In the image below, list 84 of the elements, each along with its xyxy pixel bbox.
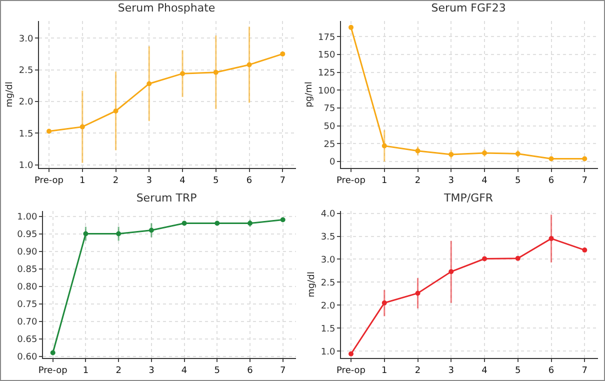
x-tick-label: 5 (213, 176, 219, 186)
x-tick-label: Pre-op (38, 366, 68, 376)
point (382, 143, 387, 148)
point (148, 228, 154, 233)
y-tick-label: 2.0 (320, 301, 336, 312)
x-tick-label: 4 (482, 366, 488, 376)
y-tick-label: 0.80 (17, 282, 38, 292)
point (116, 231, 122, 236)
point (146, 81, 152, 86)
x-tick-label: 4 (181, 366, 188, 376)
chart-title: TMP/GFR (443, 192, 494, 205)
chart-title: Serum Phosphate (118, 2, 216, 15)
point (113, 108, 118, 114)
y-tick-label: 1.00 (17, 212, 38, 222)
y-tick-label: 1.0 (18, 160, 34, 171)
y-tick-label: 1.5 (320, 324, 336, 334)
x-tick-label: 6 (548, 176, 554, 186)
y-tick-label: 3.5 (320, 232, 336, 242)
x-tick-label: 3 (146, 176, 152, 186)
y-tick-label: 175 (318, 32, 336, 43)
x-tick-label: 7 (582, 176, 588, 186)
x-tick-label: 7 (582, 366, 588, 376)
y-tick-label: 75 (324, 104, 336, 114)
point (448, 269, 454, 274)
x-tick-label: 2 (112, 176, 119, 186)
y-tick-label: 1.5 (18, 129, 34, 140)
x-tick-label: 3 (448, 366, 454, 376)
x-tick-label: 5 (214, 366, 220, 376)
chart-title: Serum TRP (136, 192, 198, 205)
point (448, 152, 454, 157)
y-tick-label: 50 (324, 122, 336, 132)
y-axis-title: mg/dl (307, 272, 318, 298)
point (415, 148, 420, 154)
y-axis-title: pg/ml (304, 82, 314, 108)
point (246, 62, 252, 68)
x-tick-label: 6 (247, 366, 254, 376)
x-tick-label: 2 (414, 366, 421, 376)
x-tick-label: 1 (382, 366, 388, 376)
y-tick-label: 2.0 (18, 98, 34, 108)
point (83, 231, 88, 236)
point (382, 300, 387, 306)
y-tick-label: 0.65 (17, 334, 38, 345)
y-tick-label: 2.5 (320, 278, 336, 288)
y-tick-label: 0.75 (17, 300, 38, 310)
y-tick-label: 4.0 (320, 209, 336, 220)
point (415, 290, 420, 296)
x-tick-label: 2 (116, 366, 122, 376)
point (213, 70, 218, 75)
point (180, 71, 186, 76)
point (80, 124, 85, 130)
y-tick-label: 25 (324, 140, 336, 150)
y-tick-label: 150 (318, 50, 336, 61)
x-tick-label: 6 (246, 176, 252, 186)
x-tick-label: 4 (482, 176, 488, 186)
x-tick-label: 3 (148, 366, 154, 376)
x-tick-label: 1 (82, 366, 89, 376)
x-tick-label: 5 (515, 366, 521, 376)
x-tick-label: 6 (548, 366, 554, 376)
y-tick-label: 100 (318, 86, 336, 96)
y-axis-title: mg/dl (5, 82, 16, 108)
y-tick-label: 0.85 (17, 264, 38, 275)
x-tick-label: 2 (414, 176, 421, 186)
y-tick-label: 1.0 (320, 347, 336, 358)
y-tick-label: 0.90 (17, 247, 38, 258)
y-tick-label: 0.95 (17, 230, 38, 240)
y-tick-label: 0.70 (17, 317, 38, 328)
x-tick-label: Pre-op (336, 366, 366, 376)
x-tick-label: 7 (280, 366, 286, 376)
x-tick-label: 3 (448, 176, 454, 186)
y-tick-label: 3.0 (320, 255, 336, 266)
y-tick-label: 2.5 (18, 66, 34, 76)
y-tick-label: 0.60 (17, 352, 38, 362)
x-tick-label: 5 (515, 176, 521, 186)
y-tick-label: 0 (329, 158, 336, 168)
x-tick-label: 1 (80, 176, 86, 186)
chart-title: Serum FGF23 (431, 2, 506, 15)
x-tick-label: Pre-op (336, 176, 366, 186)
y-tick-label: 125 (318, 68, 336, 79)
point (548, 236, 554, 242)
x-tick-label: 1 (382, 176, 388, 186)
x-tick-label: 7 (280, 176, 286, 186)
y-tick-label: 3.0 (18, 34, 34, 44)
x-tick-label: Pre-op (34, 176, 64, 186)
x-tick-label: 4 (180, 176, 186, 186)
